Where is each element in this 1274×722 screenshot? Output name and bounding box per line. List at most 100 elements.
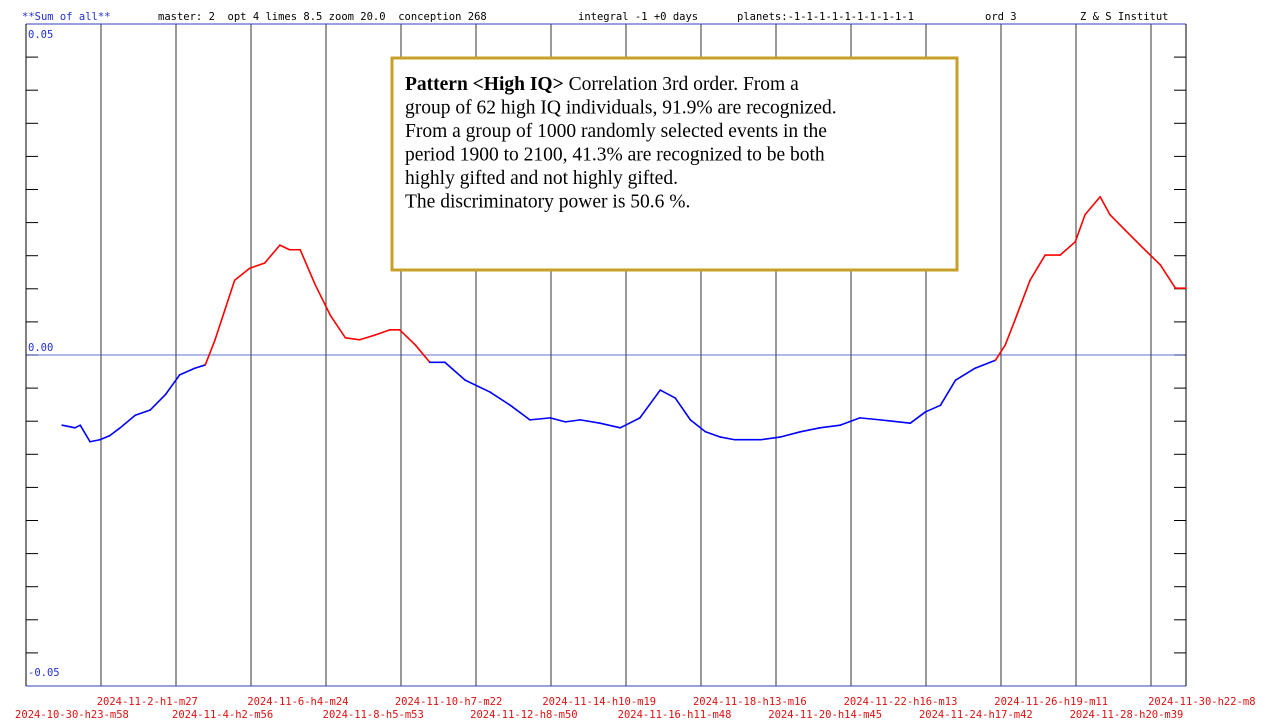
line-segment — [674, 397, 692, 421]
line-segment — [164, 374, 181, 396]
line-segment — [1124, 229, 1141, 246]
y-tick-label: 0.00 — [28, 342, 53, 354]
line-segment — [204, 338, 216, 366]
line-segment — [149, 393, 167, 411]
line-segment — [178, 367, 196, 376]
x-tick-label: 2024-11-2-h1-m27 — [97, 696, 198, 708]
line-segment — [108, 427, 121, 437]
annotation-line: highly gifted and not highly gifted. — [405, 168, 678, 189]
annotation-box — [390, 56, 959, 272]
line-segment — [79, 424, 91, 443]
line-segment — [1004, 319, 1016, 346]
x-tick-label: 2024-10-30-h23-m58 — [15, 709, 129, 721]
line-segment — [74, 424, 82, 429]
annotation-title: Pattern <High IQ> — [405, 74, 564, 95]
x-tick-label: 2024-11-10-h7-m22 — [395, 696, 502, 708]
x-tick-label: 2024-11-14-h10-m19 — [542, 696, 656, 708]
line-segment — [414, 344, 431, 364]
line-segment — [314, 284, 332, 317]
line-segment — [924, 404, 942, 413]
header-item: master: 2 opt 4 limes 8.5 zoom 20.0 conc… — [158, 11, 487, 23]
x-tick-label: 2024-11-6-h4-m24 — [247, 696, 348, 708]
header-item: ord 3 — [985, 11, 1017, 23]
line-segment — [579, 419, 601, 424]
line-segment — [529, 417, 552, 421]
x-tick-label: 2024-11-22-h16-m13 — [844, 696, 958, 708]
annotation-line: Pattern <High IQ> Correlation 3rd order.… — [405, 74, 799, 95]
line-segment — [248, 262, 266, 270]
line-segment — [939, 379, 957, 407]
plot — [61, 195, 1187, 443]
line-segment — [704, 430, 722, 438]
line-segment — [779, 430, 802, 438]
line-segment — [994, 344, 1007, 362]
line-segment — [398, 329, 417, 346]
line-segment — [859, 417, 881, 421]
line-segment — [224, 279, 236, 311]
line-segment — [489, 391, 512, 407]
x-tick-label: 2024-11-4-h2-m56 — [172, 709, 273, 721]
annotation: Pattern <High IQ> Correlation 3rd order.… — [390, 56, 959, 272]
x-tick-label: 2024-11-18-h13-m16 — [693, 696, 807, 708]
line-segment — [444, 361, 466, 381]
annotation-line: The discriminatory power is 50.6 %. — [405, 192, 690, 213]
line-segment — [279, 244, 291, 251]
line-segment — [719, 436, 736, 441]
line-segment — [659, 389, 677, 399]
line-segment — [1014, 279, 1031, 321]
line-segment — [689, 419, 707, 433]
line-segment — [464, 379, 491, 393]
x-tick-label: 2024-11-16-h11-m48 — [618, 709, 732, 721]
x-tick-label: 2024-11-20-h14-m45 — [768, 709, 882, 721]
y-tick-label: 0.05 — [28, 29, 53, 41]
line-segment — [564, 419, 582, 423]
line-segment — [358, 334, 376, 341]
line-segment — [1084, 195, 1101, 216]
line-segment — [879, 419, 912, 424]
x-tick-label: 2024-11-28-h20-m39 — [1070, 709, 1184, 721]
annotation-line: From a group of 1000 randomly selected e… — [405, 121, 827, 142]
annotation-line: group of 62 high IQ individuals, 91.9% a… — [405, 98, 837, 119]
x-tick-label: 2024-11-26-h19-m11 — [994, 696, 1108, 708]
line-segment — [193, 364, 207, 370]
line-segment — [639, 389, 662, 419]
line-segment — [954, 367, 976, 381]
line-segment — [373, 329, 391, 336]
line-segment — [599, 422, 622, 429]
line-segment — [1029, 254, 1046, 281]
header-item: planets:-1-1-1-1-1-1-1-1-1-1 — [737, 11, 914, 23]
line-segment — [1159, 264, 1177, 289]
line-segment — [263, 244, 281, 264]
line-segment — [1109, 213, 1126, 231]
line-segment — [799, 427, 821, 433]
header-item: integral -1 +0 days — [578, 11, 698, 23]
x-tick-label: 2024-11-24-h17-m42 — [919, 709, 1033, 721]
line-segment — [1139, 244, 1162, 266]
line-segment — [344, 336, 361, 341]
x-tick-label: 2024-11-30-h22-m8 — [1148, 696, 1255, 708]
line-segment — [233, 267, 251, 281]
line-segment — [299, 248, 317, 286]
line-segment — [759, 436, 781, 441]
line-segment — [549, 417, 567, 423]
line-segment — [119, 414, 137, 429]
line-segment — [99, 434, 111, 441]
line-segment — [509, 404, 531, 421]
line-segment — [134, 409, 152, 417]
line-segment — [819, 424, 842, 429]
line-segment — [839, 417, 861, 426]
line-segment — [909, 411, 927, 424]
header-item: **Sum of all** — [22, 11, 111, 23]
line-segment — [1074, 213, 1086, 243]
line-segment — [1059, 240, 1077, 256]
annotation-text: Correlation 3rd order. From a — [564, 74, 799, 95]
x-tick-label: 2024-11-8-h5-m53 — [323, 709, 424, 721]
y-tick-label: -0.05 — [28, 667, 60, 679]
line-segment — [329, 314, 347, 339]
header-item: Z & S Institut — [1080, 11, 1169, 23]
line-segment — [1099, 195, 1111, 216]
line-segment — [61, 424, 76, 429]
line-segment — [619, 417, 641, 429]
annotation-line: period 1900 to 2100, 41.3% are recognize… — [405, 145, 825, 166]
